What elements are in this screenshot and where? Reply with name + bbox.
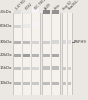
Text: 20kDa: 20kDa: [0, 53, 12, 57]
Text: 10kDa: 10kDa: [0, 81, 12, 85]
Text: Hep G2: Hep G2: [62, 0, 73, 11]
Text: K-562: K-562: [24, 2, 33, 11]
Text: RSPH9: RSPH9: [74, 40, 87, 44]
Text: A549: A549: [44, 3, 52, 11]
Text: 150kDa: 150kDa: [0, 10, 12, 14]
Text: 15kDa: 15kDa: [0, 66, 12, 70]
Text: U-87 MG: U-87 MG: [15, 0, 27, 11]
Text: Raw264.7: Raw264.7: [67, 0, 81, 11]
Text: Hela: Hela: [53, 3, 61, 11]
Text: 60kDa: 60kDa: [0, 24, 12, 28]
Text: SGC-7901: SGC-7901: [34, 0, 47, 11]
Text: 30kDa: 30kDa: [0, 40, 12, 44]
